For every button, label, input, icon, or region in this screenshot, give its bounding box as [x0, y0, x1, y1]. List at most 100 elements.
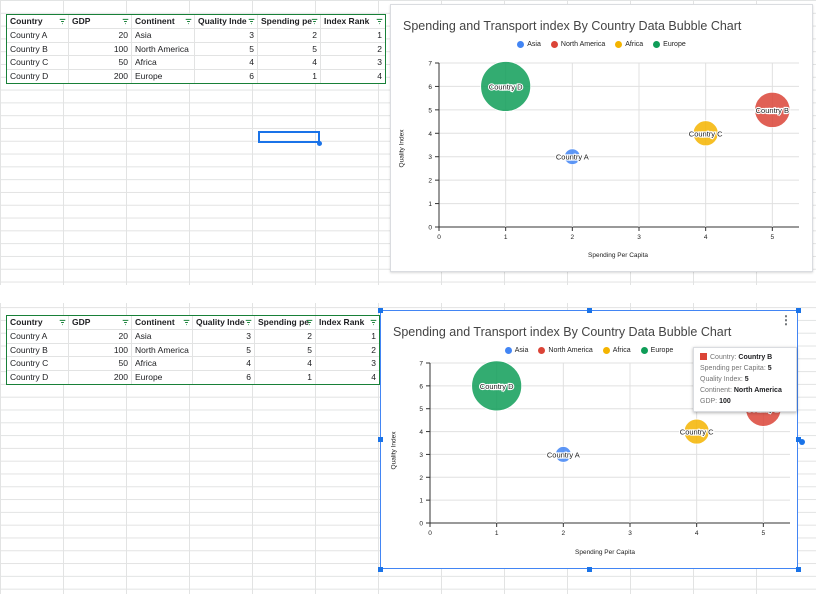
table-cell[interactable]: North America	[132, 343, 193, 357]
table-cell[interactable]: 1	[255, 371, 316, 384]
legend-item[interactable]: North America	[538, 347, 593, 354]
legend-item[interactable]: Asia	[504, 347, 528, 354]
table-cell[interactable]: 50	[69, 56, 132, 70]
table-cell[interactable]: Country D	[7, 70, 69, 83]
column-header[interactable]: GDP	[69, 15, 132, 28]
table-cell[interactable]: 20	[69, 329, 132, 343]
table-cell[interactable]: Country B	[7, 343, 69, 357]
resize-handle-tl[interactable]	[378, 308, 383, 313]
resize-handle-tr[interactable]	[796, 308, 801, 313]
filter-icon[interactable]	[185, 18, 192, 25]
table-cell[interactable]: 6	[193, 371, 255, 384]
table-cell[interactable]: Country C	[7, 56, 69, 70]
table-cell[interactable]: 5	[193, 343, 255, 357]
column-header[interactable]: Spending pe	[255, 316, 316, 329]
bubble-africa[interactable]	[692, 120, 719, 147]
data-table-1[interactable]: Country GDP Continent Quality Inde Spending …	[6, 14, 386, 84]
table-cell[interactable]: 3	[193, 329, 255, 343]
table-cell[interactable]: 4	[255, 357, 316, 371]
table-cell[interactable]: Asia	[132, 28, 195, 42]
table-cell[interactable]: 2	[255, 329, 316, 343]
resize-handle-tm[interactable]	[587, 308, 592, 313]
legend-item[interactable]: North America	[550, 41, 605, 48]
column-header[interactable]: GDP	[69, 316, 132, 329]
resize-handle-bl[interactable]	[378, 567, 383, 572]
chart-legend[interactable]: Asia North America Africa Europe	[381, 347, 797, 354]
legend-item[interactable]: Africa	[615, 41, 643, 48]
table-cell[interactable]: Africa	[132, 357, 193, 371]
legend-item[interactable]: Africa	[602, 347, 631, 354]
table-cell[interactable]: 4	[371, 372, 376, 383]
table-cell[interactable]: Country A	[7, 28, 69, 42]
table-cell[interactable]: 4	[377, 71, 382, 82]
bubble-asia[interactable]	[564, 148, 581, 166]
bubble-north-america[interactable]	[754, 91, 791, 128]
filter-icon[interactable]	[376, 18, 383, 25]
table-cell[interactable]: 3	[377, 57, 382, 68]
filter-icon[interactable]	[370, 319, 377, 326]
legend-item[interactable]: Asia	[517, 41, 541, 48]
table-cell[interactable]: 4	[258, 56, 321, 70]
table-cell[interactable]: 2	[258, 28, 321, 42]
table-cell[interactable]: 3	[195, 28, 258, 42]
fill-handle[interactable]	[317, 141, 322, 146]
column-header[interactable]: Index Rank	[316, 316, 379, 329]
bubble-chart-2[interactable]: Spending and Transport index By Country …	[380, 310, 798, 569]
table-cell[interactable]: Country A	[7, 329, 69, 343]
table-cell[interactable]: 2	[377, 43, 382, 54]
column-header[interactable]: Country	[7, 15, 69, 28]
filter-icon[interactable]	[122, 18, 129, 25]
filter-icon[interactable]	[59, 18, 66, 25]
filter-icon[interactable]	[59, 319, 66, 326]
legend-item[interactable]: Europe	[653, 41, 686, 48]
resize-handle-mr[interactable]	[796, 437, 801, 442]
resize-handle-bm[interactable]	[587, 567, 592, 572]
table-cell[interactable]: 4	[193, 357, 255, 371]
column-header[interactable]: Quality Inde	[193, 316, 255, 329]
table-cell[interactable]: 5	[255, 343, 316, 357]
table-cell[interactable]: 4	[195, 56, 258, 70]
table-cell[interactable]: 6	[195, 70, 258, 83]
chart-menu-icon[interactable]: ⋮	[780, 313, 792, 327]
table-cell[interactable]: 100	[69, 343, 132, 357]
table-cell[interactable]: Africa	[132, 56, 195, 70]
bubble-europe[interactable]	[471, 360, 523, 412]
filter-icon[interactable]	[306, 319, 313, 326]
table-cell[interactable]: 1	[377, 29, 382, 40]
table-cell[interactable]: Europe	[132, 70, 195, 83]
table-cell[interactable]: Europe	[132, 371, 193, 384]
table-cell[interactable]: Asia	[132, 329, 193, 343]
table-cell[interactable]: 2	[371, 344, 376, 355]
filter-icon[interactable]	[122, 319, 129, 326]
resize-handle-ml[interactable]	[378, 437, 383, 442]
table-cell[interactable]: 1	[258, 70, 321, 83]
table-cell[interactable]: Country D	[7, 371, 69, 384]
table-cell[interactable]: 200	[69, 371, 132, 384]
resize-handle-br[interactable]	[796, 567, 801, 572]
table-cell[interactable]: Country C	[7, 357, 69, 371]
legend-item[interactable]: Europe	[640, 347, 673, 354]
filter-icon[interactable]	[183, 319, 190, 326]
bubble-chart-1[interactable]: Spending and Transport index By Country …	[390, 4, 813, 272]
table-cell[interactable]: 5	[258, 42, 321, 56]
table-cell[interactable]: 3	[371, 358, 376, 369]
table-cell[interactable]: 1	[371, 330, 376, 341]
table-cell[interactable]: 20	[69, 28, 132, 42]
bubble-asia[interactable]	[555, 446, 572, 463]
chart-legend[interactable]: Asia North America Africa Europe	[391, 41, 812, 48]
column-header[interactable]: Continent	[132, 316, 193, 329]
selected-cell[interactable]	[258, 131, 320, 143]
column-header[interactable]: Index Rank	[321, 15, 385, 28]
bubble-europe[interactable]	[480, 61, 532, 112]
data-table-2[interactable]: Country GDP Continent Quality Inde Spending …	[6, 315, 380, 385]
table-cell[interactable]: North America	[132, 42, 195, 56]
column-header[interactable]: Country	[7, 316, 69, 329]
table-cell[interactable]: 5	[195, 42, 258, 56]
column-header[interactable]: Continent	[132, 15, 195, 28]
filter-icon[interactable]	[311, 18, 318, 25]
column-header[interactable]: Spending pe	[258, 15, 321, 28]
table-cell[interactable]: Country B	[7, 42, 69, 56]
connector-dot[interactable]	[799, 439, 805, 445]
bubble-africa[interactable]	[683, 418, 710, 445]
column-header[interactable]: Quality Inde	[195, 15, 258, 28]
